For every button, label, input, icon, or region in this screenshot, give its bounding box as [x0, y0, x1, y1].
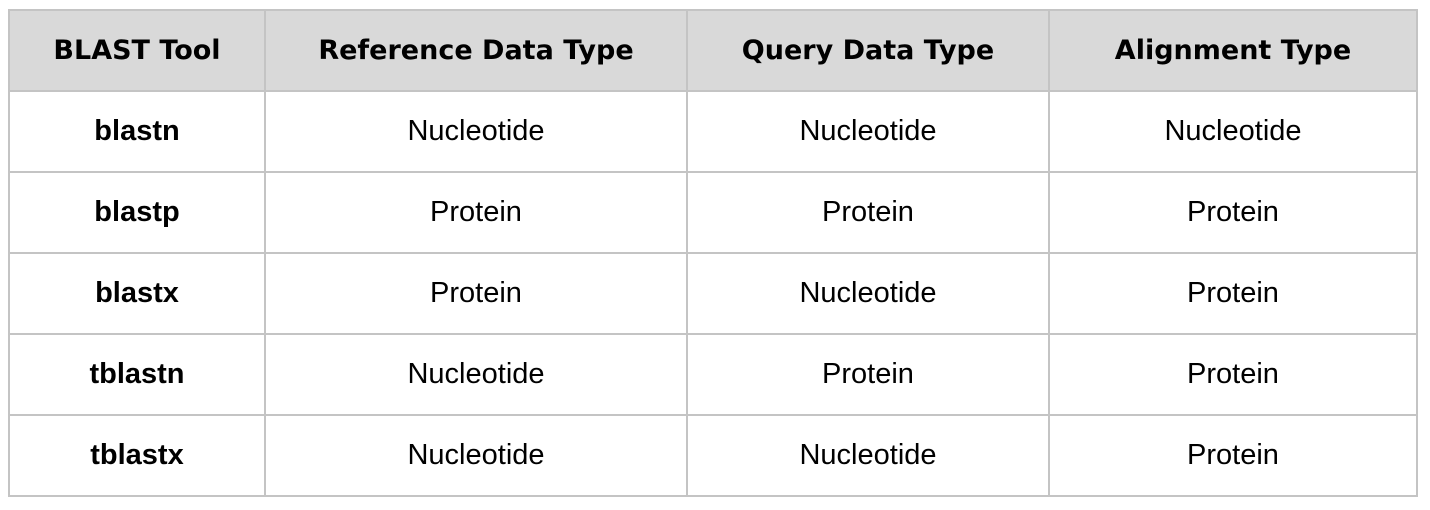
- table-row: tblastx Nucleotide Nucleotide Protein: [8, 414, 1418, 497]
- cell-blast-tool: tblastn: [8, 333, 266, 416]
- table-row: blastx Protein Nucleotide Protein: [8, 252, 1418, 335]
- table-row: blastn Nucleotide Nucleotide Nucleotide: [8, 90, 1418, 173]
- cell-reference-data-type: Nucleotide: [264, 333, 688, 416]
- cell-reference-data-type: Protein: [264, 171, 688, 254]
- table-row: blastp Protein Protein Protein: [8, 171, 1418, 254]
- table-row: tblastn Nucleotide Protein Protein: [8, 333, 1418, 416]
- cell-blast-tool: tblastx: [8, 414, 266, 497]
- cell-alignment-type: Protein: [1048, 333, 1418, 416]
- blast-tools-table-container: BLAST Tool Reference Data Type Query Dat…: [8, 9, 1418, 497]
- cell-blast-tool: blastx: [8, 252, 266, 335]
- blast-tools-table: BLAST Tool Reference Data Type Query Dat…: [8, 9, 1418, 497]
- cell-query-data-type: Nucleotide: [686, 414, 1050, 497]
- header-alignment-type: Alignment Type: [1048, 9, 1418, 92]
- header-blast-tool: BLAST Tool: [8, 9, 266, 92]
- header-reference-data-type: Reference Data Type: [264, 9, 688, 92]
- cell-reference-data-type: Protein: [264, 252, 688, 335]
- cell-alignment-type: Nucleotide: [1048, 90, 1418, 173]
- cell-reference-data-type: Nucleotide: [264, 414, 688, 497]
- cell-reference-data-type: Nucleotide: [264, 90, 688, 173]
- cell-alignment-type: Protein: [1048, 414, 1418, 497]
- cell-query-data-type: Nucleotide: [686, 252, 1050, 335]
- cell-blast-tool: blastn: [8, 90, 266, 173]
- cell-alignment-type: Protein: [1048, 252, 1418, 335]
- cell-query-data-type: Protein: [686, 171, 1050, 254]
- table-header: BLAST Tool Reference Data Type Query Dat…: [8, 9, 1418, 92]
- cell-query-data-type: Protein: [686, 333, 1050, 416]
- header-query-data-type: Query Data Type: [686, 9, 1050, 92]
- cell-blast-tool: blastp: [8, 171, 266, 254]
- cell-alignment-type: Protein: [1048, 171, 1418, 254]
- cell-query-data-type: Nucleotide: [686, 90, 1050, 173]
- table-body: blastn Nucleotide Nucleotide Nucleotide …: [8, 90, 1418, 497]
- header-row: BLAST Tool Reference Data Type Query Dat…: [8, 9, 1418, 92]
